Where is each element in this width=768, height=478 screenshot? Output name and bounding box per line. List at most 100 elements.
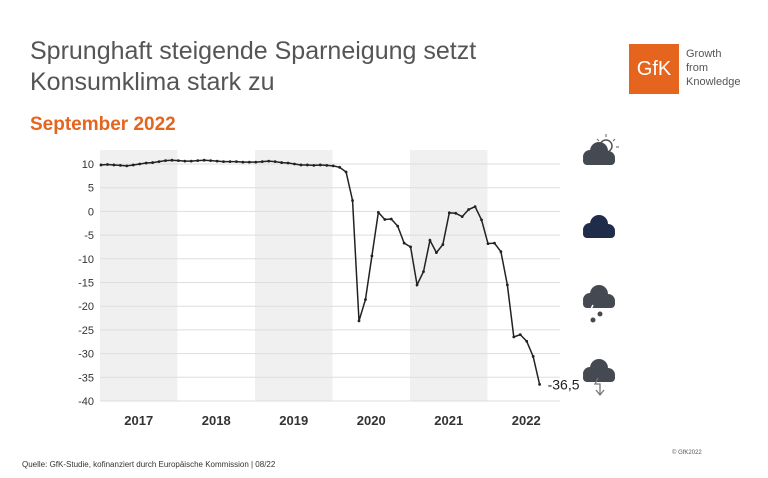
- data-point: [267, 159, 271, 163]
- data-point: [351, 199, 354, 202]
- data-point: [177, 159, 180, 163]
- gfk-logo: GfK: [629, 44, 679, 94]
- data-point: [396, 224, 400, 228]
- data-point: [422, 270, 425, 273]
- data-point: [247, 160, 251, 164]
- data-point: [338, 165, 342, 169]
- y-tick-label: -30: [78, 349, 94, 361]
- data-point: [209, 159, 213, 163]
- y-tick-label: -5: [84, 230, 94, 242]
- data-point: [235, 160, 238, 164]
- data-point: [531, 355, 535, 358]
- logo-tagline: Growth from Knowledge: [686, 47, 766, 89]
- data-point: [215, 159, 219, 163]
- year-band-2017: [100, 150, 178, 401]
- data-point: [357, 319, 361, 323]
- data-point: [196, 159, 200, 163]
- y-tick-label: -25: [78, 325, 94, 337]
- cloud-icon: [583, 215, 615, 238]
- data-point: [505, 283, 509, 287]
- data-point: [389, 217, 393, 221]
- end-value-label: -36,5: [548, 376, 580, 392]
- data-point: [409, 245, 412, 249]
- data-point: [286, 161, 290, 165]
- data-point: [125, 164, 129, 168]
- data-point: [318, 163, 322, 167]
- year-band-2021: [410, 150, 488, 401]
- data-point: [518, 333, 522, 337]
- data-point: [325, 164, 329, 167]
- data-point: [222, 160, 225, 164]
- data-point: [512, 335, 516, 339]
- data-point: [467, 208, 471, 211]
- year-band-2019: [255, 150, 333, 401]
- data-point: [415, 283, 419, 287]
- data-point: [164, 159, 167, 163]
- data-point: [157, 160, 161, 164]
- data-point: [280, 161, 283, 164]
- subtitle: September 2022: [30, 114, 176, 135]
- data-point: [370, 254, 374, 258]
- data-point: [473, 205, 477, 209]
- title-line-2: Konsumklima stark zu: [30, 68, 275, 96]
- data-point: [538, 383, 541, 386]
- data-point: [383, 218, 387, 221]
- data-point: [447, 211, 451, 215]
- data-point: [151, 161, 155, 164]
- data-point: [138, 162, 142, 166]
- data-point: [299, 163, 303, 167]
- data-point: [460, 215, 464, 219]
- data-point: [525, 339, 529, 343]
- copyright: © GfK2022: [672, 450, 702, 456]
- x-tick-label: 2018: [202, 413, 231, 428]
- data-point: [441, 243, 445, 246]
- data-point: [99, 163, 103, 167]
- data-point: [260, 160, 264, 164]
- data-point: [486, 242, 490, 246]
- data-point: [106, 163, 109, 166]
- x-tick-label: 2017: [124, 413, 153, 428]
- y-tick-label: 5: [88, 183, 94, 195]
- data-point: [331, 164, 335, 168]
- data-point: [228, 160, 232, 164]
- title-line-1: Sprunghaft steigende Sparneigung setzt: [30, 37, 477, 65]
- data-point: [144, 161, 148, 165]
- data-point: [293, 162, 296, 166]
- data-point: [435, 251, 438, 255]
- x-tick-label: 2021: [434, 413, 463, 428]
- data-point: [112, 163, 116, 167]
- data-point: [170, 158, 174, 162]
- data-point: [118, 164, 122, 167]
- data-point: [376, 210, 380, 214]
- y-tick-label: -35: [78, 372, 94, 384]
- cloud-rain-icon: [583, 285, 615, 323]
- y-tick-label: -40: [78, 396, 94, 408]
- y-tick-label: -10: [78, 254, 94, 266]
- tagline-3: Knowledge: [686, 76, 741, 88]
- y-tick-label: -15: [78, 278, 94, 290]
- data-point: [202, 158, 206, 162]
- data-point: [493, 241, 496, 245]
- data-point: [241, 160, 245, 164]
- data-point: [312, 164, 316, 167]
- data-point: [254, 160, 258, 164]
- data-point: [306, 163, 309, 167]
- y-tick-label: 10: [82, 159, 94, 171]
- data-point: [428, 238, 432, 242]
- y-tick-label: -20: [78, 301, 94, 313]
- data-point: [189, 159, 193, 163]
- data-point: [364, 298, 367, 301]
- x-tick-label: 2019: [279, 413, 308, 428]
- x-tick-label: 2022: [512, 413, 541, 428]
- cloud-sun-icon: [583, 134, 619, 165]
- data-point: [402, 241, 406, 245]
- data-point: [131, 163, 135, 167]
- tagline-1: Growth: [686, 48, 722, 60]
- data-point: [480, 218, 483, 222]
- data-point: [273, 160, 277, 164]
- page-title: Sprunghaft steigende Sparneigung setzt Ko…: [30, 36, 476, 98]
- x-tick-label: 2020: [357, 413, 386, 428]
- data-point: [499, 250, 503, 254]
- data-point: [183, 159, 187, 163]
